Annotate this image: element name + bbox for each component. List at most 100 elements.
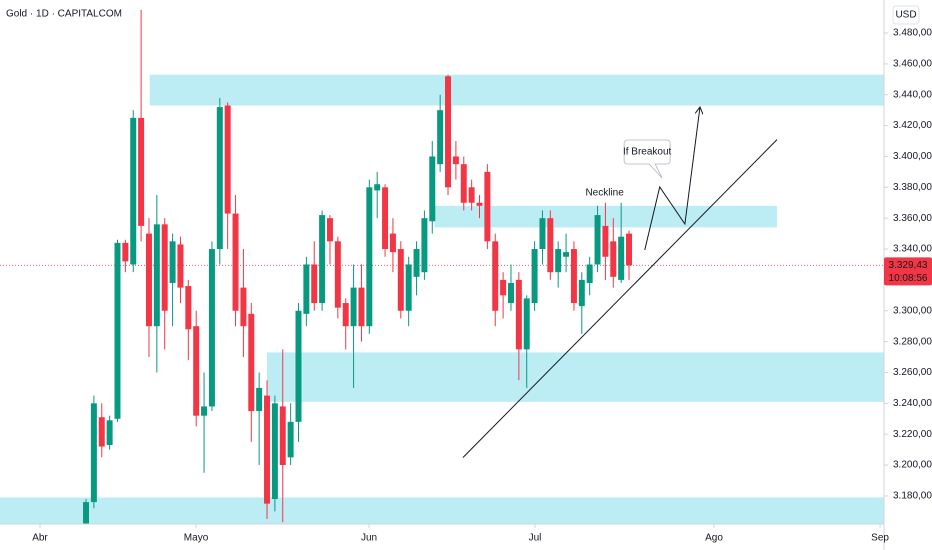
candle-body bbox=[114, 242, 121, 419]
candle-body bbox=[429, 156, 436, 222]
candle-body bbox=[334, 241, 341, 308]
candle-body bbox=[382, 187, 389, 250]
last-price-label: 3.329,43 bbox=[889, 260, 928, 271]
candle-body bbox=[397, 249, 404, 311]
candle-body bbox=[531, 249, 538, 304]
candle-body bbox=[295, 310, 302, 422]
last-price-box bbox=[884, 257, 932, 286]
candle-body bbox=[130, 117, 137, 265]
candle-body bbox=[145, 233, 152, 327]
y-tick-label: 3.440,00 bbox=[893, 89, 932, 100]
x-tick-label: Jul bbox=[529, 533, 542, 544]
candle-body bbox=[201, 406, 208, 416]
candle-body bbox=[445, 76, 452, 188]
candle-body bbox=[153, 224, 160, 327]
candle-body bbox=[216, 107, 223, 250]
candle-body bbox=[610, 241, 617, 277]
candle-body bbox=[539, 218, 546, 250]
candle-body bbox=[350, 287, 357, 327]
candle-body bbox=[437, 110, 444, 165]
candle-body bbox=[602, 225, 609, 257]
zone bbox=[149, 74, 884, 106]
y-tick-label: 3.480,00 bbox=[893, 28, 932, 39]
candle-body bbox=[547, 218, 554, 273]
candle-body bbox=[264, 395, 271, 504]
candle-body bbox=[256, 387, 263, 412]
candle-body bbox=[303, 264, 310, 314]
y-tick-label: 3.220,00 bbox=[893, 429, 932, 440]
y-tick-label: 3.460,00 bbox=[893, 59, 932, 70]
candle-body bbox=[389, 233, 396, 253]
zone bbox=[267, 352, 884, 402]
candle-body bbox=[240, 287, 247, 327]
candle-body bbox=[570, 249, 577, 304]
candle-body bbox=[405, 264, 412, 311]
x-tick-label: Jun bbox=[361, 533, 377, 544]
x-tick-label: Ago bbox=[705, 533, 723, 544]
currency-box bbox=[892, 5, 920, 25]
x-tick-label: Abr bbox=[32, 533, 48, 544]
y-tick-label: 3.240,00 bbox=[893, 398, 932, 409]
y-tick-label: 3.200,00 bbox=[893, 460, 932, 471]
y-tick-label: 3.400,00 bbox=[893, 151, 932, 162]
candle-body bbox=[507, 282, 514, 304]
candle-body bbox=[555, 249, 562, 273]
candle-body bbox=[232, 213, 239, 311]
countdown-label: 10:08:56 bbox=[889, 273, 928, 284]
candle-body bbox=[484, 171, 491, 242]
candle-body bbox=[208, 249, 215, 407]
x-tick-label: Sep bbox=[871, 533, 889, 544]
y-tick-label: 3.180,00 bbox=[893, 491, 932, 502]
candle-body bbox=[500, 279, 507, 296]
candle-body bbox=[287, 421, 294, 458]
candle-body bbox=[342, 303, 349, 327]
candle-body bbox=[366, 187, 373, 327]
candle-body bbox=[421, 218, 428, 273]
candle-body bbox=[122, 242, 129, 262]
candle-body bbox=[224, 105, 231, 214]
candle-body bbox=[98, 417, 105, 447]
candle-body bbox=[618, 236, 625, 280]
candle-body bbox=[279, 406, 286, 466]
candle-body bbox=[138, 117, 145, 226]
candle-body bbox=[374, 184, 381, 191]
y-tick-label: 3.360,00 bbox=[893, 213, 932, 224]
candle-body bbox=[452, 156, 459, 165]
projection-arrow bbox=[644, 108, 700, 251]
candle-body bbox=[413, 249, 420, 277]
candle-body bbox=[476, 202, 483, 206]
candle-body bbox=[319, 215, 326, 304]
candle-body bbox=[90, 403, 97, 503]
y-tick-label: 3.340,00 bbox=[893, 244, 932, 255]
candle-body bbox=[169, 241, 176, 283]
candle-body bbox=[523, 298, 530, 350]
candle-body bbox=[185, 286, 192, 330]
candle-body bbox=[460, 164, 467, 203]
candle-body bbox=[177, 244, 184, 288]
candle-body bbox=[515, 279, 522, 350]
candle-body bbox=[563, 252, 570, 257]
candle-body bbox=[311, 264, 318, 304]
candle-body bbox=[271, 403, 278, 500]
candle-body bbox=[468, 187, 475, 203]
callout-box bbox=[623, 139, 671, 179]
y-tick-label: 3.380,00 bbox=[893, 182, 932, 193]
candle-body bbox=[586, 264, 593, 283]
y-tick-label: 3.300,00 bbox=[893, 305, 932, 316]
candle-body bbox=[326, 218, 333, 242]
trendline bbox=[462, 139, 778, 458]
x-tick-label: Mayo bbox=[184, 533, 209, 544]
candle-body bbox=[358, 287, 365, 327]
y-tick-label: 3.260,00 bbox=[893, 367, 932, 378]
candle-body bbox=[161, 224, 168, 311]
candle-body bbox=[106, 420, 113, 445]
candle-body bbox=[193, 326, 200, 416]
annotation-label: Neckline bbox=[585, 188, 624, 199]
candle-body bbox=[578, 279, 585, 307]
y-tick-label: 3.280,00 bbox=[893, 336, 932, 347]
candle-body bbox=[492, 241, 499, 311]
zone bbox=[0, 497, 884, 524]
candle-body bbox=[248, 313, 255, 412]
currency-label: USD bbox=[895, 10, 916, 21]
